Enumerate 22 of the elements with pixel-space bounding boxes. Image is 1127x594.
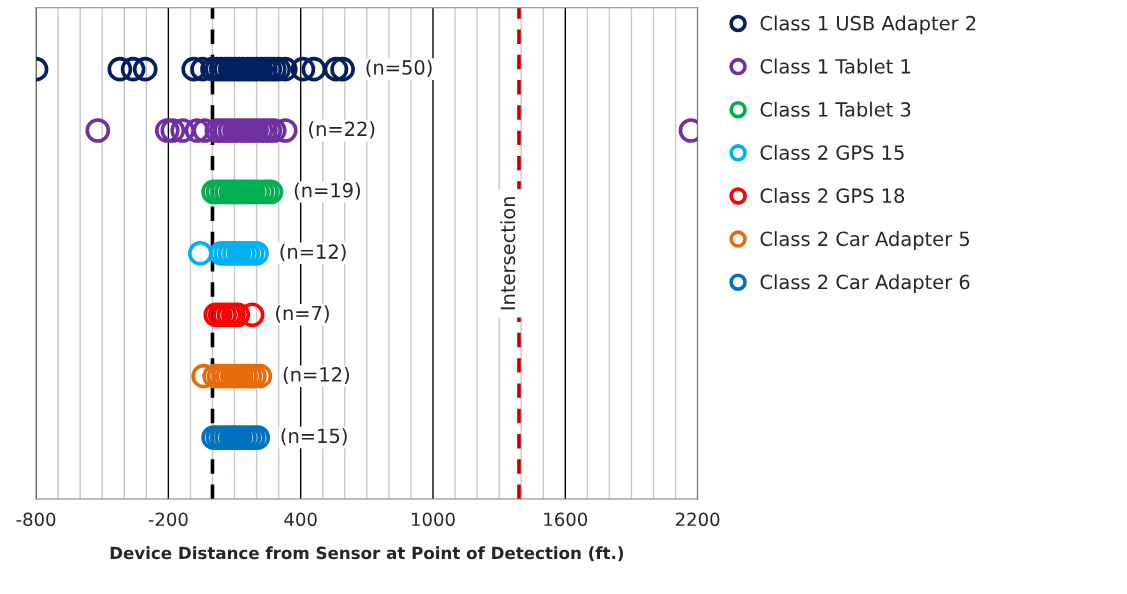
x-tick-label: 400 xyxy=(284,512,317,527)
ref-line-label: Intersection xyxy=(500,197,516,310)
legend-label: Class 2 GPS 18 xyxy=(760,188,905,204)
annotation: (n=12) xyxy=(280,243,346,262)
x-tick-label: -200 xyxy=(148,512,188,527)
annotation: (n=15) xyxy=(281,428,347,446)
annotation: (n=7) xyxy=(276,305,329,323)
legend-label: Class 2 Car Adapter 6 xyxy=(760,274,970,294)
annotation: (n=50) xyxy=(366,59,432,78)
annotation: (n=22) xyxy=(309,121,375,139)
legend-label: Class 2 GPS 15 xyxy=(760,144,904,160)
x-tick-label: 1000 xyxy=(412,512,455,527)
legend-label: Class 1 Tablet 1 xyxy=(760,58,911,74)
x-axis-title: Device Distance from Sensor at Point of Detection (ft.) xyxy=(110,546,624,562)
legend-label: Class 2 Car Adapter 5 xyxy=(760,231,970,250)
legend-label: Class 1 USB Adapter 2 xyxy=(760,15,976,35)
x-tick-label: -800 xyxy=(16,512,56,527)
legend-label: Class 1 Tablet 3 xyxy=(760,101,911,117)
annotation: (n=19) xyxy=(294,182,360,200)
x-tick-label: 1600 xyxy=(544,512,588,527)
annotation: (n=12) xyxy=(283,366,349,385)
x-tick-label: 2200 xyxy=(675,512,720,527)
